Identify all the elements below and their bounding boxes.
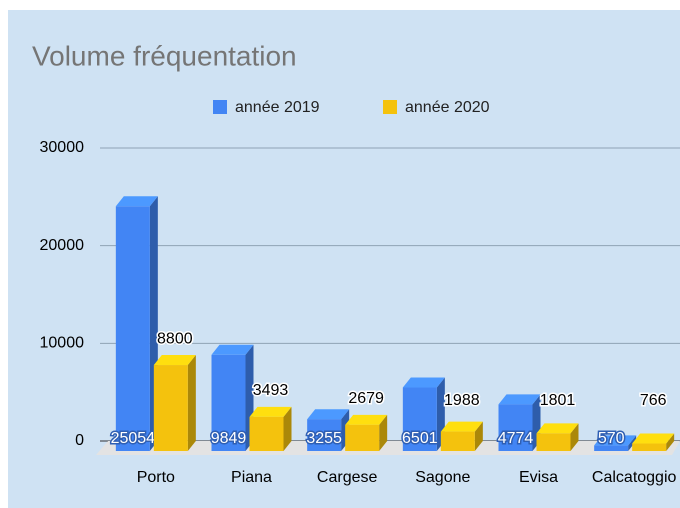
chart-title: Volume fréquentation (32, 40, 297, 71)
data-label: 1988 (444, 392, 480, 409)
bar-top (402, 377, 445, 388)
bar-top (594, 435, 637, 446)
bar-top (632, 433, 675, 444)
bar-top (115, 196, 158, 207)
bar-side (628, 435, 637, 451)
data-label: 6501 (402, 430, 438, 447)
data-label: 570 (598, 430, 625, 447)
bar-side (570, 423, 579, 451)
bar-top (345, 414, 388, 425)
bar (115, 206, 150, 451)
bar (211, 354, 246, 451)
y-tick-label: 10000 (40, 335, 85, 352)
data-label: 9849 (211, 430, 247, 447)
bar-side (474, 421, 483, 451)
data-label: 4774 (498, 430, 534, 447)
bar (249, 416, 284, 451)
data-label: 8800 (157, 330, 193, 347)
bar-top (153, 355, 196, 366)
x-tick-label: Calcatoggio (592, 469, 677, 486)
data-label: 766 (640, 392, 667, 409)
bar-top (211, 344, 254, 355)
legend-label: année 2020 (405, 99, 490, 116)
bar (498, 404, 533, 451)
bar (440, 431, 475, 451)
bar-top (498, 394, 541, 405)
bar (153, 365, 188, 451)
bar-top (440, 421, 483, 432)
legend-swatch (383, 100, 397, 114)
bar (402, 387, 437, 451)
legend-swatch (213, 100, 227, 114)
bar-side (379, 414, 388, 451)
x-tick-label: Sagone (415, 469, 470, 486)
data-label: 25054 (111, 430, 156, 447)
data-label: 3255 (306, 430, 342, 447)
data-label: 3493 (253, 382, 289, 399)
bar (345, 424, 380, 451)
bar (594, 445, 629, 451)
bar (307, 419, 342, 451)
bar-side (666, 433, 675, 451)
y-tick-label: 30000 (40, 139, 85, 156)
bar-side (283, 406, 292, 451)
legend-label: année 2019 (235, 99, 320, 116)
y-tick-label: 0 (75, 432, 84, 449)
y-tick-label: 20000 (40, 237, 85, 254)
x-tick-label: Evisa (519, 469, 558, 486)
x-tick-label: Cargese (317, 469, 378, 486)
bar-top (307, 409, 350, 420)
bar-top (536, 423, 579, 434)
x-tick-label: Porto (137, 469, 175, 486)
data-label: 2679 (348, 390, 384, 407)
data-label: 1801 (540, 392, 576, 409)
bar (536, 433, 571, 451)
bar (632, 443, 667, 451)
bar-top (249, 406, 292, 417)
bar-side (187, 355, 196, 451)
x-tick-label: Piana (231, 469, 272, 486)
